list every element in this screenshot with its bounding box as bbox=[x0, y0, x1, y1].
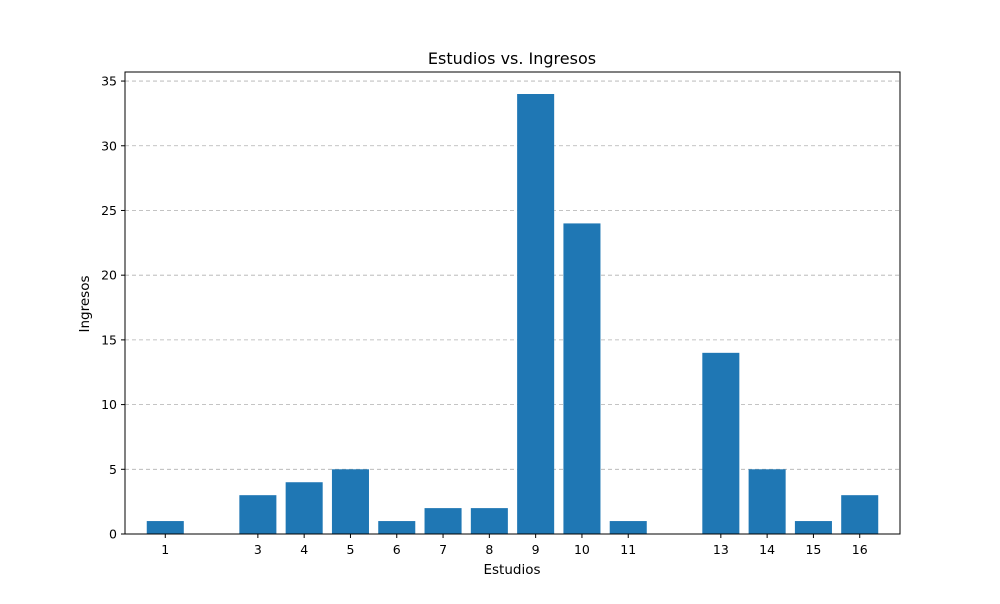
x-tick-label: 6 bbox=[393, 542, 401, 557]
bar bbox=[841, 495, 879, 534]
bars bbox=[146, 94, 879, 535]
x-tick-label: 10 bbox=[574, 542, 590, 557]
y-tick-label: 30 bbox=[101, 138, 117, 153]
bar bbox=[563, 223, 601, 535]
x-axis-ticks: 1 3 4 5 6 7 8 9 10 11 13 14 15 16 bbox=[161, 534, 868, 557]
bar bbox=[794, 521, 832, 534]
x-tick-label: 7 bbox=[439, 542, 447, 557]
x-tick-label: 5 bbox=[346, 542, 354, 557]
y-tick-label: 35 bbox=[101, 74, 117, 89]
x-tick-label: 15 bbox=[805, 542, 821, 557]
x-tick-label: 16 bbox=[852, 542, 868, 557]
x-tick-label: 13 bbox=[713, 542, 729, 557]
bar bbox=[424, 508, 462, 534]
bar bbox=[378, 521, 416, 534]
x-tick-label: 3 bbox=[254, 542, 262, 557]
x-axis-label: Estudios bbox=[483, 562, 540, 578]
bar bbox=[609, 521, 647, 534]
bar bbox=[748, 469, 786, 534]
y-axis-ticks: 0 5 10 15 20 25 30 35 bbox=[101, 74, 125, 542]
bar bbox=[331, 469, 369, 534]
x-tick-label: 11 bbox=[620, 542, 636, 557]
bar bbox=[470, 508, 508, 534]
plot-area-frame bbox=[124, 71, 901, 535]
x-tick-label: 8 bbox=[485, 542, 493, 557]
bar bbox=[702, 352, 740, 534]
bar bbox=[146, 521, 184, 534]
y-axis-label: Ingresos bbox=[77, 276, 93, 333]
bar bbox=[239, 495, 277, 534]
x-tick-label: 1 bbox=[161, 542, 169, 557]
x-tick-label: 4 bbox=[300, 542, 308, 557]
y-tick-label: 0 bbox=[109, 527, 117, 542]
y-tick-label: 15 bbox=[101, 332, 117, 347]
bar bbox=[517, 94, 555, 534]
y-tick-label: 10 bbox=[101, 397, 117, 412]
y-tick-label: 20 bbox=[101, 268, 117, 283]
bar bbox=[285, 482, 323, 534]
chart-title: Estudios vs. Ingresos bbox=[428, 49, 596, 68]
y-tick-label: 5 bbox=[109, 462, 117, 477]
x-tick-label: 9 bbox=[532, 542, 540, 557]
y-tick-label: 25 bbox=[101, 203, 117, 218]
x-tick-label: 14 bbox=[759, 542, 775, 557]
